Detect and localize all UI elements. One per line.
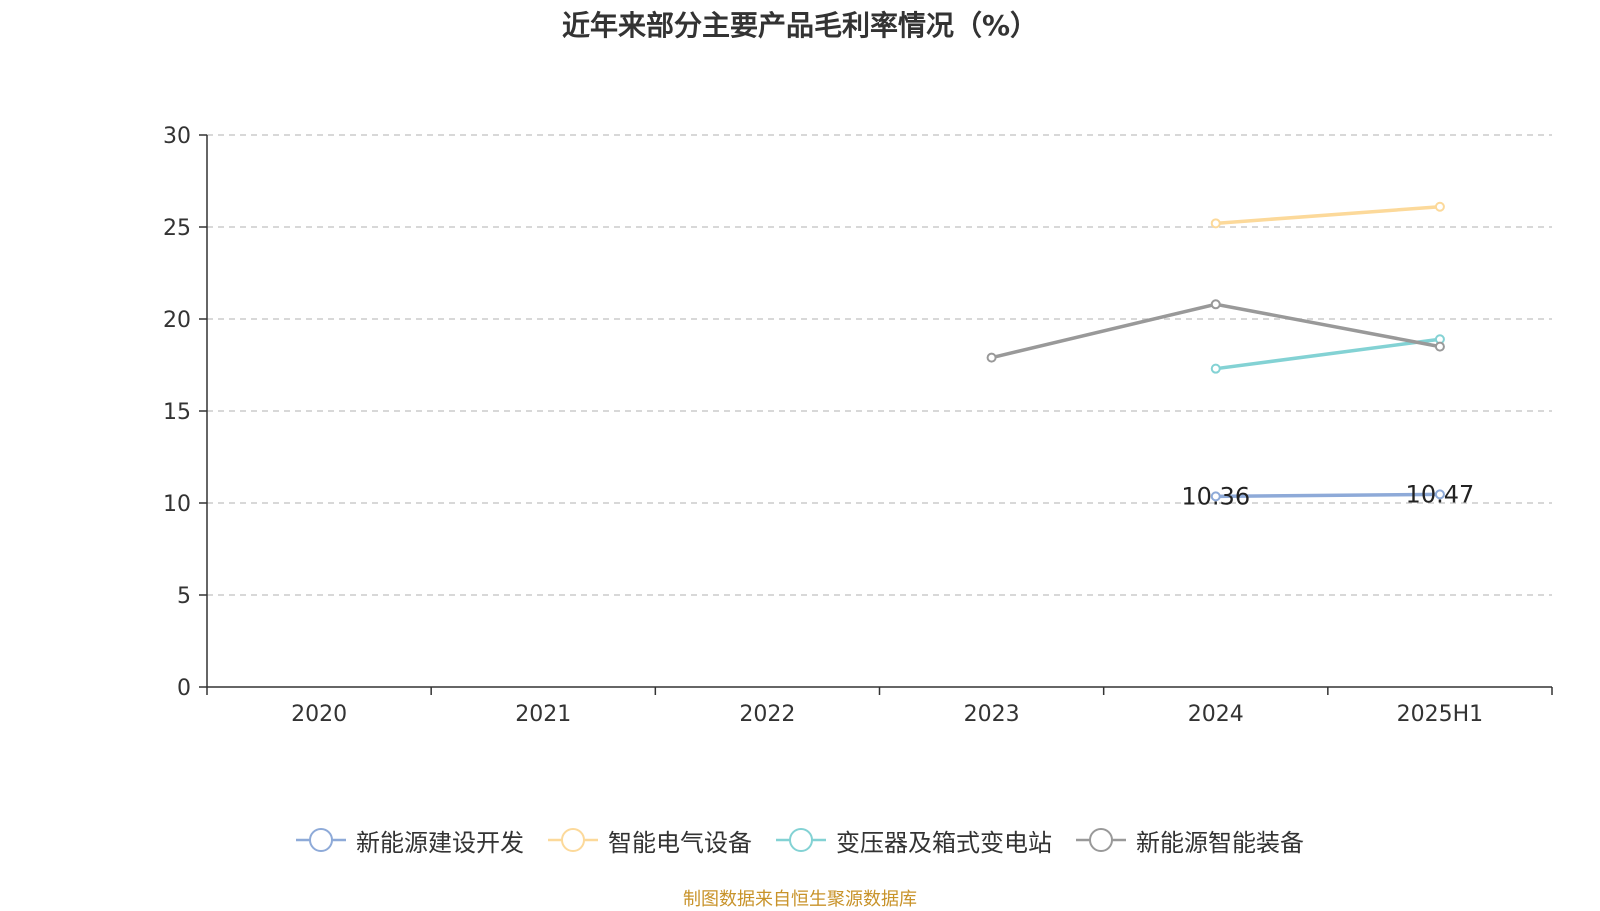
legend-label: 智能电气设备: [608, 828, 752, 857]
x-tick-label: 2022: [739, 702, 795, 727]
x-tick-label: 2025H1: [1397, 702, 1484, 727]
series-line-2: [1215, 337, 1441, 371]
y-tick-label: 0: [177, 676, 191, 701]
x-tick-label: 2021: [515, 702, 571, 727]
series-line-0: [1215, 492, 1440, 499]
data-point: [1210, 218, 1221, 229]
legend-swatch-icon: [296, 828, 346, 852]
y-tick-label: 20: [163, 308, 191, 333]
data-point: [1210, 491, 1221, 502]
data-label: 10.36: [1181, 482, 1250, 510]
data-label: 10.47: [1406, 480, 1475, 508]
y-tick-label: 30: [163, 124, 191, 149]
legend-label: 新能源智能装备: [1136, 828, 1304, 857]
legend-item[interactable]: 新能源智能装备: [1076, 823, 1304, 858]
x-tick-label: 2023: [964, 702, 1020, 727]
y-tick-label: 25: [163, 216, 191, 241]
chart-legend: 新能源建设开发 智能电气设备 变压器及箱式变电站 新能源智能装备: [0, 822, 1600, 858]
data-point: [1210, 363, 1221, 374]
source-note: 制图数据来自恒生聚源数据库: [683, 889, 917, 910]
data-point: [1434, 201, 1445, 212]
legend-swatch-icon: [548, 828, 598, 852]
x-tick-label: 2024: [1188, 702, 1244, 727]
legend-label: 新能源建设开发: [356, 828, 524, 857]
y-tick-label: 5: [177, 584, 191, 609]
legend-item[interactable]: 新能源建设开发: [296, 823, 524, 858]
y-tick-label: 15: [163, 400, 191, 425]
series-line-1: [1215, 205, 1441, 226]
data-point: [1434, 341, 1445, 352]
y-tick-label: 10: [163, 492, 191, 517]
data-point: [986, 352, 997, 363]
legend-swatch-icon: [1076, 828, 1126, 852]
legend-item[interactable]: 智能电气设备: [548, 823, 752, 858]
legend-swatch-icon: [776, 828, 826, 852]
chart-title: 近年来部分主要产品毛利率情况（%）: [561, 9, 1039, 42]
x-tick-label: 2020: [291, 702, 347, 727]
legend-label: 变压器及箱式变电站: [836, 828, 1052, 857]
data-point: [1434, 489, 1445, 500]
legend-item[interactable]: 变压器及箱式变电站: [776, 823, 1052, 858]
data-point: [1210, 299, 1221, 310]
